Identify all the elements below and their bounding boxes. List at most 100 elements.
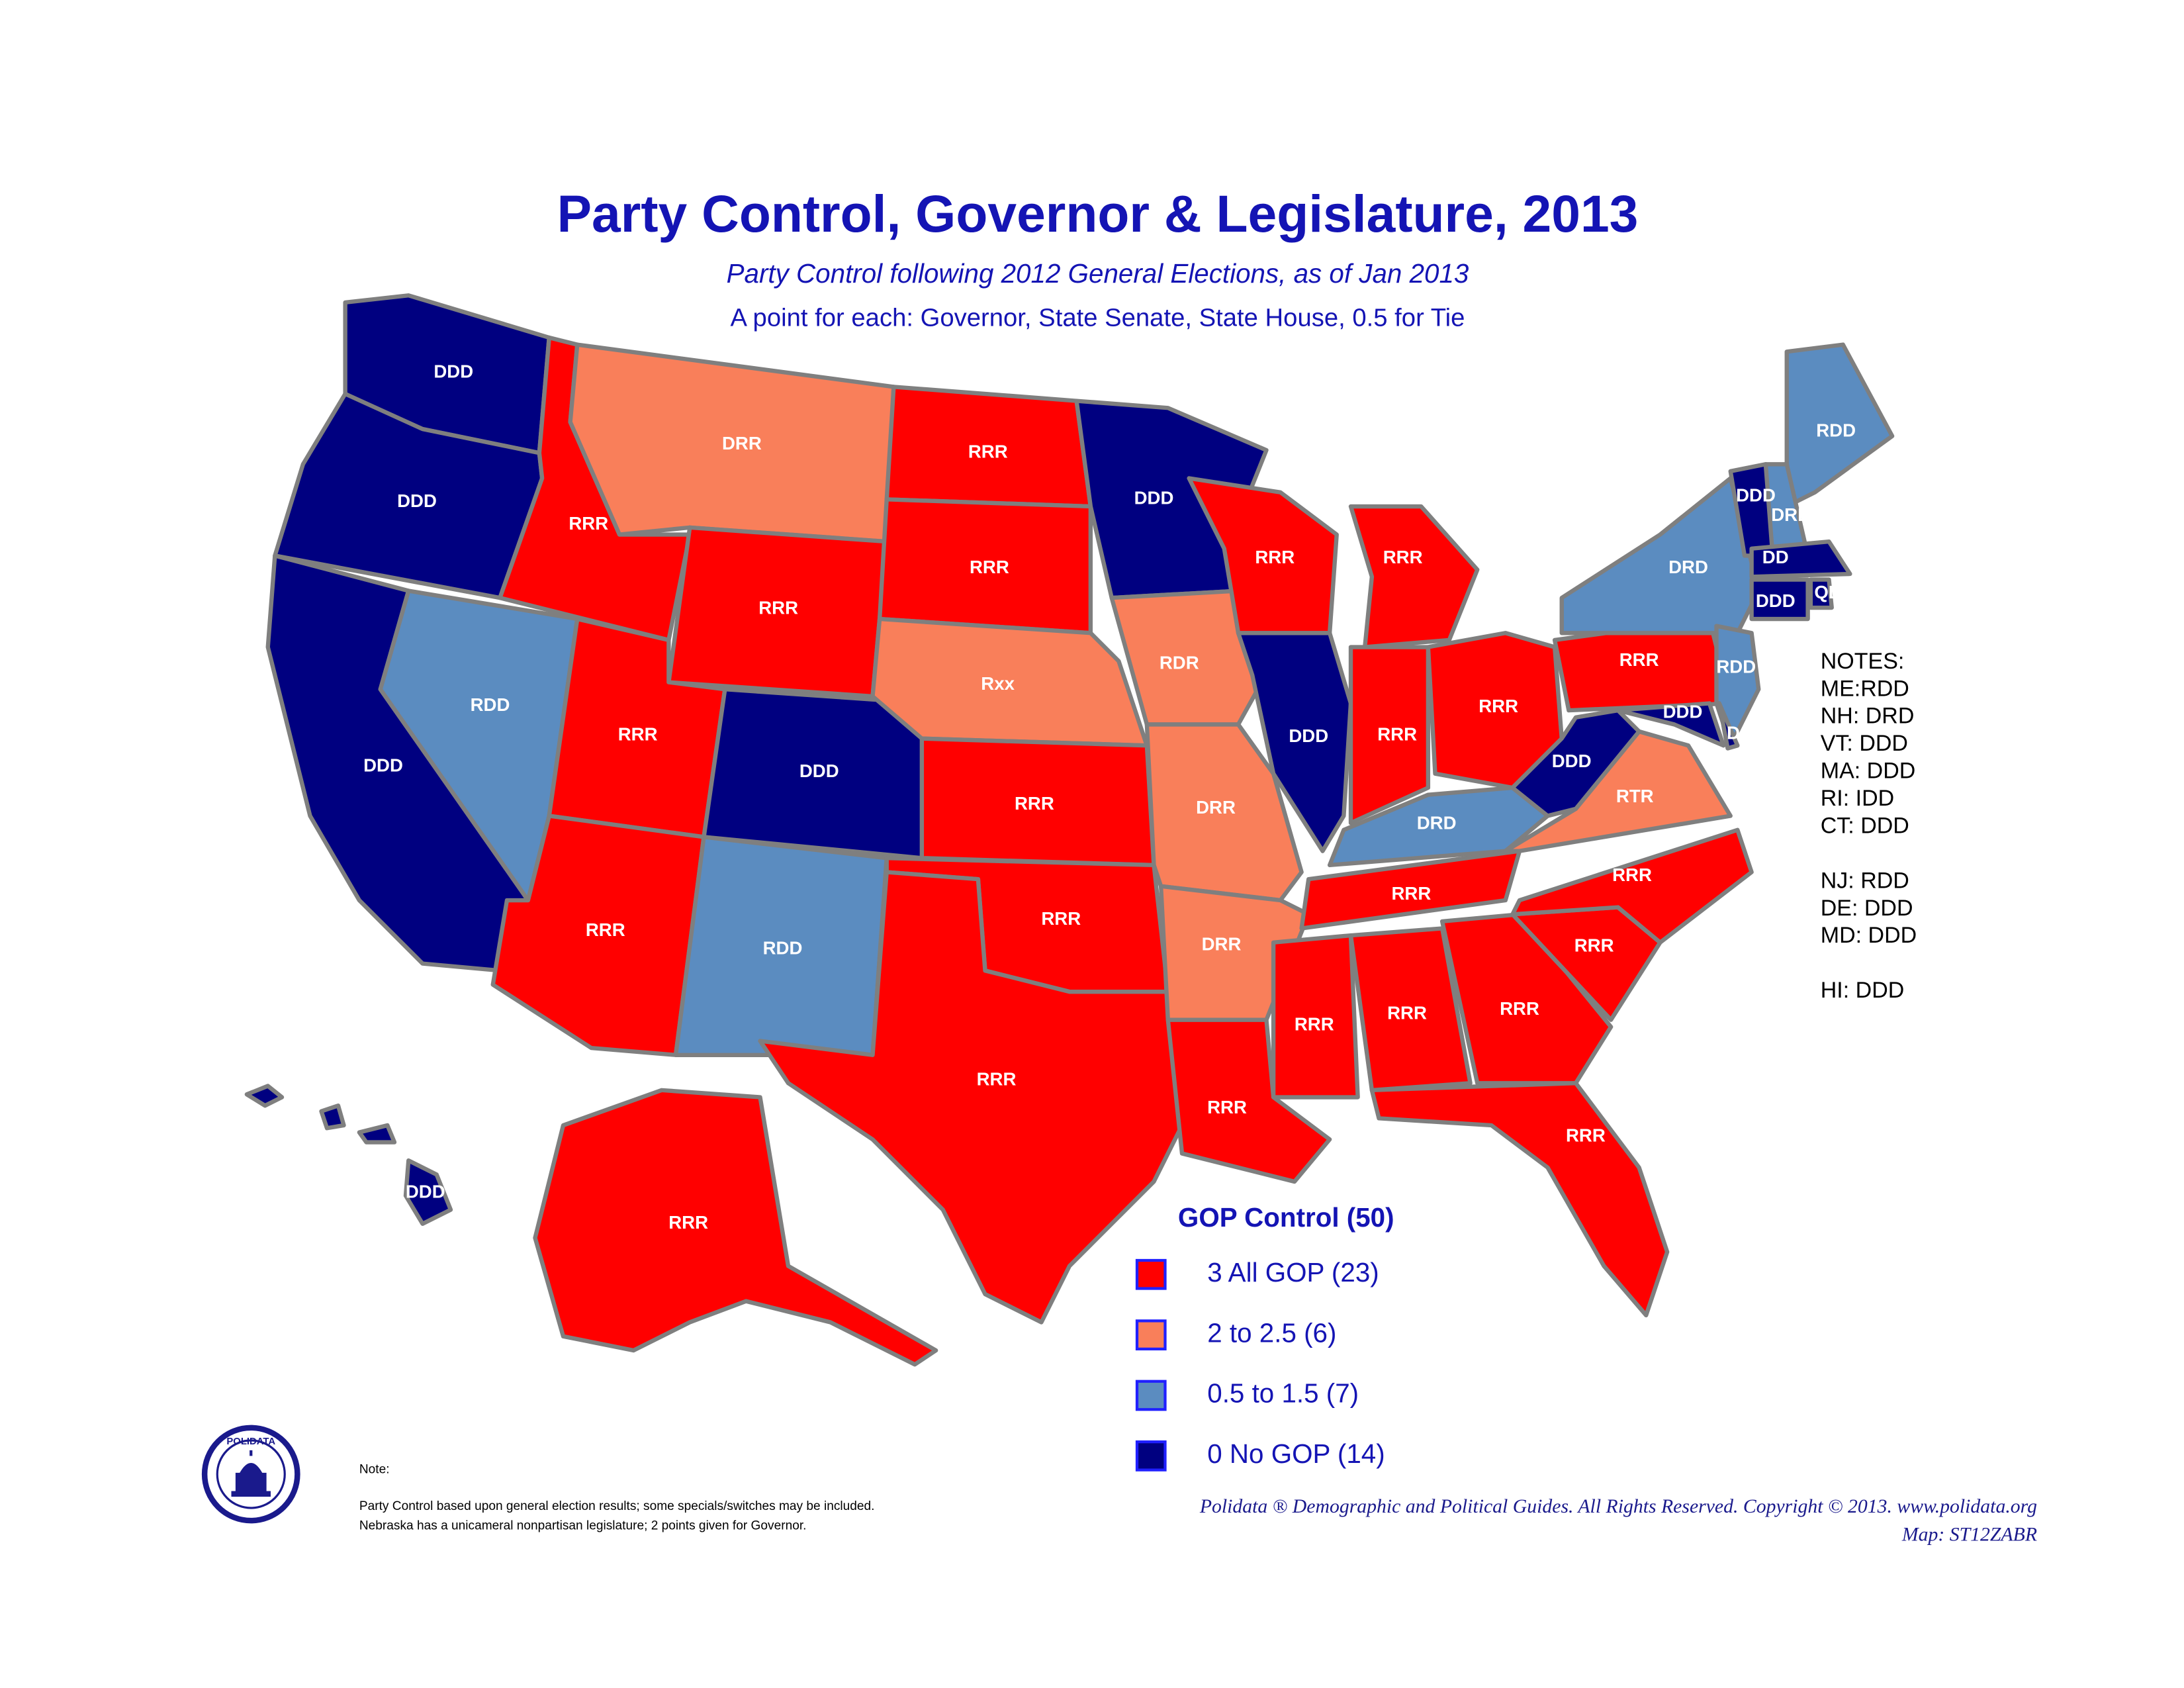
state-label: RRR (668, 1212, 708, 1233)
state-label: DDD (1736, 485, 1776, 505)
state-label: DDD (433, 361, 473, 381)
logo-text: POLIDATA (226, 1436, 275, 1447)
states (244, 293, 1895, 1367)
state (1348, 645, 1431, 825)
state (1439, 912, 1614, 1086)
state-label: RDD (1716, 657, 1756, 677)
state (1236, 631, 1353, 853)
state (1271, 933, 1360, 1100)
state-label: QDD (1814, 582, 1854, 602)
state-label: RDD (763, 938, 803, 959)
state (319, 1103, 346, 1131)
copyright: Polidata ® Demographic and Political Gui… (1199, 1495, 2037, 1517)
footnote-heading: Note: (359, 1463, 390, 1477)
state-label: RDD (1816, 420, 1856, 441)
state (1749, 539, 1852, 579)
note-line: MD: DDD (1821, 923, 1917, 948)
state (1615, 701, 1726, 748)
note-line: RI: IDD (1821, 786, 1894, 811)
legend-label: 0.5 to 1.5 (7) (1207, 1378, 1359, 1409)
state-label: RDR (1160, 652, 1199, 673)
state (1144, 722, 1304, 903)
state-label: RRR (1566, 1125, 1606, 1145)
state (1717, 701, 1740, 751)
state-label: DDD (1134, 488, 1174, 508)
state-label: Rxx (981, 673, 1015, 694)
map-id: Map: ST12ZABR (1901, 1523, 2037, 1545)
state-label: RRR (1500, 998, 1539, 1019)
state-label: RRR (1479, 696, 1518, 716)
state-label: RRR (1377, 724, 1417, 745)
state-label: RRR (1295, 1013, 1334, 1034)
state-label: RDD (471, 694, 510, 715)
state-label: DDD (406, 1181, 445, 1201)
state (1165, 1017, 1332, 1184)
title: Party Control, Governor & Legislature, 2… (557, 185, 1639, 243)
state-label: DDD (1289, 726, 1328, 746)
state-label: DDD (799, 761, 839, 781)
note-line: CT: DDD (1821, 813, 1909, 838)
state-label: RRR (1619, 649, 1659, 670)
state-label: RTR (1616, 786, 1654, 806)
state-label: DRD (1668, 557, 1708, 577)
note-line: ME:RDD (1821, 676, 1909, 701)
state-label: DD (1762, 547, 1789, 567)
state (1348, 926, 1473, 1093)
state (1808, 577, 1834, 610)
note-line: HI: DDD (1821, 978, 1905, 1003)
note-line: NOTES: (1821, 649, 1905, 674)
subtitle: Party Control following 2012 General Ele… (727, 258, 1469, 289)
state-label: DDD (1663, 702, 1703, 722)
footnote-line: Party Control based upon general electio… (359, 1499, 875, 1513)
footnote-line: Nebraska has a unicameral nonpartisan le… (359, 1519, 807, 1533)
state-label: DRD (1771, 504, 1811, 525)
state-label: DDD (1756, 590, 1796, 611)
state-label: RRR (1255, 547, 1295, 567)
state-label: RRR (1612, 865, 1652, 885)
state-label: RRR (1207, 1097, 1247, 1117)
state (1299, 849, 1522, 931)
state-label: RRR (586, 919, 625, 940)
state-label: RRR (977, 1068, 1017, 1089)
note-line: MA: DDD (1821, 759, 1916, 784)
state-label: RRR (758, 597, 798, 618)
logo-inner (216, 1439, 286, 1509)
state-label: RRR (618, 724, 658, 745)
state (1510, 827, 1754, 945)
legend: GOP Control (50) 3 All GOP (23) 2 to 2.5 … (1135, 1202, 1394, 1472)
state (1348, 504, 1480, 649)
legend-swatch (1135, 1380, 1167, 1411)
legend-label: 3 All GOP (23) (1207, 1257, 1379, 1288)
state-label: RRR (1015, 793, 1054, 814)
state-label: DRR (1202, 933, 1242, 954)
state-label: DRR (1196, 797, 1236, 818)
state (1510, 708, 1641, 818)
state-labels: DDD DDD DDD RDD RRR DRR RRR RRR DDD RRR RDD RRR RRR R… (363, 361, 1856, 1233)
state-label: DDD (363, 755, 403, 775)
note-line: NJ: RDD (1821, 868, 1909, 893)
state-label: DDD (1552, 751, 1592, 771)
state (758, 870, 1185, 1325)
state-label: RRR (968, 442, 1008, 462)
state-label: DDD (397, 491, 437, 511)
state (533, 1088, 938, 1367)
state (1559, 476, 1761, 635)
logo-capitol (231, 1450, 271, 1497)
state-label: RRR (1041, 908, 1081, 929)
legend-swatch (1135, 1319, 1167, 1350)
legend-title: GOP Control (50) (1178, 1202, 1394, 1233)
state-label: RRR (1383, 547, 1423, 567)
note-line: VT: DDD (1821, 731, 1908, 756)
note-line: DE: DDD (1821, 896, 1913, 921)
logo: POLIDATA (201, 1425, 300, 1524)
legend-label: 2 to 2.5 (6) (1207, 1317, 1336, 1348)
state (244, 1084, 285, 1108)
legend-swatch (1135, 1258, 1167, 1290)
state-label: RRR (1574, 935, 1614, 955)
subtitle: A point for each: Governor, State Senate… (731, 303, 1465, 332)
state-label: RRR (569, 513, 608, 534)
state (357, 1123, 397, 1145)
state (1369, 1081, 1670, 1318)
